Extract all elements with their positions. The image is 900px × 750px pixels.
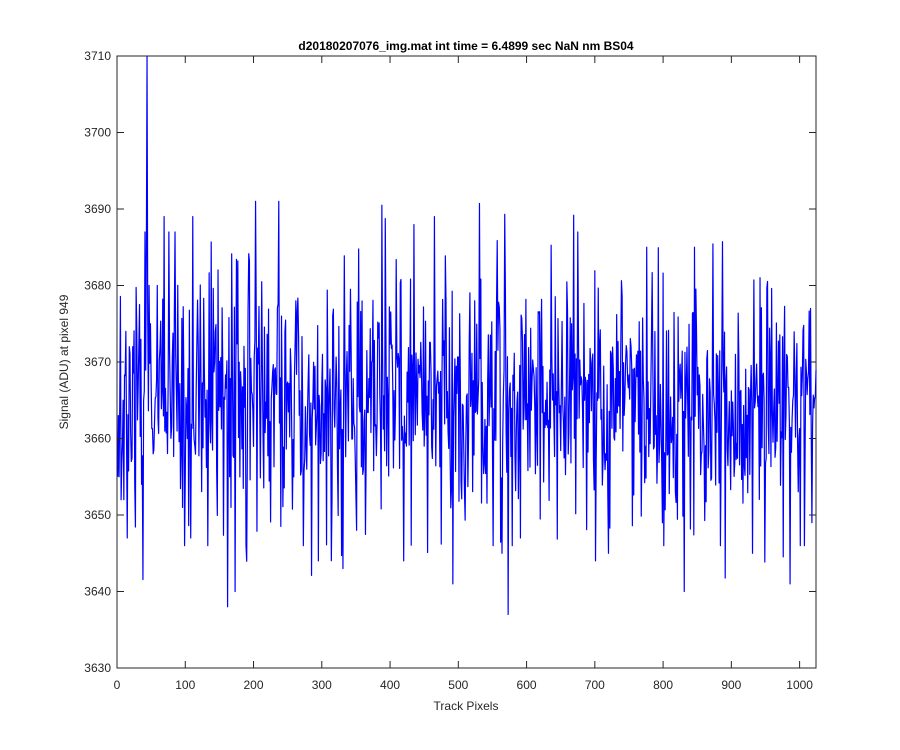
x-tick-label: 800 [653,678,673,692]
y-tick-label: 3710 [84,49,111,63]
y-tick-label: 3640 [84,585,111,599]
y-axis-label: Signal (ADU) at pixel 949 [57,294,71,429]
series-line [117,55,817,616]
x-tick-label: 700 [585,678,605,692]
x-tick-label: 400 [380,678,400,692]
x-tick-label: 1000 [786,678,813,692]
plot-area [116,55,817,669]
y-tick-label: 3670 [84,355,111,369]
y-tick-label: 3690 [84,202,111,216]
x-tick-label: 0 [114,678,121,692]
y-tick-label: 3680 [84,279,111,293]
data-layer [117,55,817,616]
x-tick-label: 900 [721,678,741,692]
x-axis-label: Track Pixels [434,699,499,713]
x-tick-label: 200 [244,678,264,692]
x-tick-label: 500 [448,678,468,692]
x-tick-label: 600 [517,678,537,692]
y-tick-label: 3630 [84,661,111,675]
y-tick-label: 3650 [84,508,111,522]
x-tick-label: 100 [175,678,195,692]
chart-title: d20180207076_img.mat int time = 6.4899 s… [298,39,634,53]
ticks-layer: 0 100 200 300 400 500 600 700 800 900 1000 3630 3640… [84,49,816,692]
x-tick-label: 300 [312,678,332,692]
y-tick-label: 3660 [84,432,111,446]
y-tick-label: 3700 [84,126,111,140]
